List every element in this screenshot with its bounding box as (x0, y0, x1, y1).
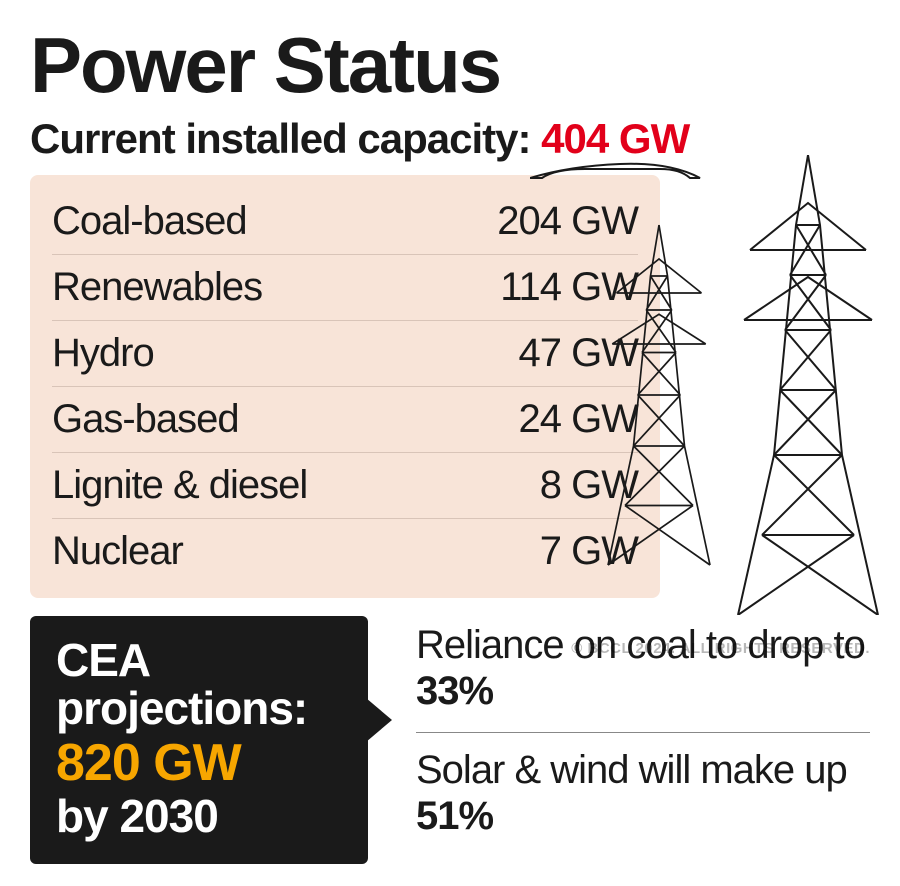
table-row: Gas-based 24 GW (52, 387, 638, 453)
row-label: Renewables (52, 265, 262, 310)
row-label: Lignite & diesel (52, 463, 307, 508)
projection-line1: CEA (56, 636, 342, 684)
row-value: 114 GW (500, 265, 638, 310)
row-value: 47 GW (519, 331, 638, 376)
projection-box: CEA projections: 820 GW by 2030 (30, 616, 368, 864)
note-divider (416, 732, 870, 733)
note2-bold: 51% (416, 794, 493, 838)
table-row: Renewables 114 GW (52, 255, 638, 321)
table-row: Lignite & diesel 8 GW (52, 453, 638, 519)
note-2: Solar & wind will make up 51% (416, 747, 870, 839)
projection-line2: projections: (56, 684, 342, 732)
row-value: 8 GW (540, 463, 638, 508)
capacity-table: Coal-based 204 GW Renewables 114 GW Hydr… (30, 175, 660, 598)
table-row: Nuclear 7 GW (52, 519, 638, 584)
table-row: Coal-based 204 GW (52, 189, 638, 255)
row-label: Hydro (52, 331, 154, 376)
row-label: Coal-based (52, 199, 247, 244)
projection-value: 820 GW (56, 735, 342, 792)
note2-text: Solar & wind will make up (416, 748, 847, 792)
watermark: © BCCL 2024. ALL RIGHTS RESERVED. (571, 640, 870, 657)
subtitle: Current installed capacity: 404 GW (30, 115, 870, 163)
row-label: Nuclear (52, 529, 183, 574)
subtitle-value: 404 GW (541, 115, 689, 162)
page-title: Power Status (30, 20, 870, 111)
row-value: 24 GW (519, 397, 638, 442)
capacity-block: Coal-based 204 GW Renewables 114 GW Hydr… (30, 175, 870, 598)
row-value: 204 GW (497, 199, 638, 244)
note-1: Reliance on coal to drop to 33% (416, 622, 870, 714)
row-label: Gas-based (52, 397, 239, 442)
row-value: 7 GW (540, 529, 638, 574)
table-row: Hydro 47 GW (52, 321, 638, 387)
subtitle-label: Current installed capacity: (30, 115, 530, 162)
projection-byline: by 2030 (56, 792, 342, 840)
callout-tail-icon (530, 161, 730, 179)
note1-bold: 33% (416, 669, 493, 713)
